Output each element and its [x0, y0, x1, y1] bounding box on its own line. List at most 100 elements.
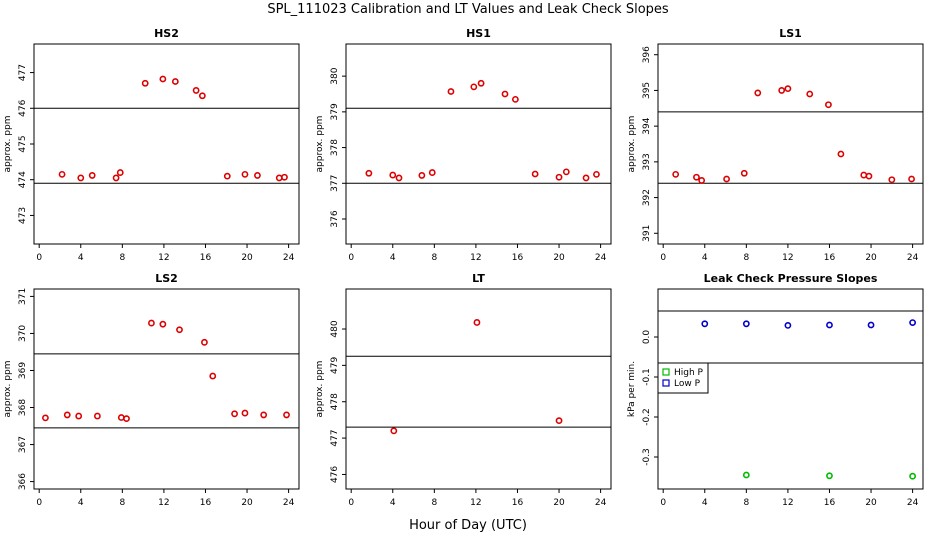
- x-tick-label: 0: [660, 253, 666, 263]
- x-tick-label: 20: [553, 498, 565, 508]
- data-point: [909, 472, 917, 480]
- x-tick-label: 4: [78, 253, 84, 263]
- data-point: [42, 414, 49, 422]
- data-point: [723, 175, 730, 183]
- data-point: [275, 174, 283, 182]
- y-tick-label: 476: [18, 99, 28, 116]
- data-point: [148, 319, 155, 327]
- y-tick-label: 478: [330, 393, 340, 410]
- x-tick-label: 0: [36, 253, 42, 263]
- y-tick-label: 378: [330, 139, 340, 156]
- data-point: [825, 101, 832, 109]
- figure-x-axis-label: Hour of Day (UTC): [409, 518, 527, 533]
- data-point: [223, 172, 231, 180]
- y-tick-label: 393: [642, 153, 652, 170]
- data-point: [418, 172, 426, 179]
- data-point: [390, 427, 398, 435]
- data-point: [698, 177, 706, 184]
- y-tick-label: -0.2: [642, 408, 652, 426]
- data-point: [837, 150, 845, 158]
- data-point: [171, 78, 179, 85]
- data-point: [281, 173, 288, 181]
- data-point: [742, 320, 750, 328]
- x-tick-label: 0: [348, 498, 354, 508]
- data-point: [826, 472, 833, 480]
- plot-frame: [33, 288, 300, 490]
- x-tick-label: 0: [660, 498, 666, 508]
- plot-frame: [345, 43, 612, 245]
- x-tick-label: 20: [553, 253, 565, 263]
- data-point: [555, 417, 563, 425]
- y-tick-label: 380: [330, 67, 340, 84]
- data-point: [395, 174, 403, 182]
- x-tick-label: 16: [200, 498, 212, 508]
- data-point: [501, 90, 509, 98]
- data-point: [701, 320, 709, 328]
- y-tick-label: 473: [18, 207, 28, 224]
- y-tick-label: 396: [642, 46, 652, 63]
- x-tick-label: 8: [119, 498, 125, 508]
- data-point: [260, 411, 268, 419]
- legend-label: Low P: [674, 379, 701, 389]
- y-tick-label: 479: [330, 357, 340, 374]
- data-point: [555, 173, 563, 181]
- y-tick-label: -0.1: [642, 368, 652, 386]
- panel-title: HS1: [466, 27, 491, 40]
- panel-title: HS2: [154, 27, 179, 40]
- data-point: [740, 169, 748, 177]
- data-point: [593, 170, 600, 178]
- data-point: [860, 171, 868, 179]
- panel-title: LT: [472, 272, 485, 285]
- data-point: [389, 171, 397, 179]
- x-tick-label: 8: [743, 253, 749, 263]
- x-tick-label: 4: [390, 253, 396, 263]
- y-tick-label: 476: [330, 466, 340, 483]
- data-point: [693, 173, 700, 181]
- data-point: [477, 79, 485, 87]
- data-point: [806, 90, 814, 98]
- x-tick-label: 0: [36, 498, 42, 508]
- y-tick-label: 474: [18, 171, 28, 188]
- panel-title: LS1: [779, 27, 802, 40]
- data-point: [241, 170, 249, 178]
- data-point: [562, 168, 570, 176]
- data-point: [231, 410, 238, 418]
- x-tick-label: 16: [512, 253, 524, 263]
- x-tick-label: 16: [512, 498, 524, 508]
- y-axis-label: approx. ppm: [315, 116, 325, 173]
- y-tick-label: 371: [18, 288, 28, 305]
- data-point: [159, 75, 167, 83]
- x-tick-label: 8: [743, 498, 749, 508]
- y-tick-label: 394: [642, 117, 652, 134]
- x-tick-label: 24: [283, 498, 295, 508]
- y-tick-label: 370: [18, 325, 28, 342]
- panel-title: Leak Check Pressure Slopes: [704, 272, 878, 285]
- data-point: [192, 87, 200, 94]
- data-point: [198, 92, 206, 100]
- x-tick-label: 20: [241, 498, 253, 508]
- y-tick-label: -0.3: [642, 448, 652, 466]
- data-point: [778, 87, 786, 94]
- x-tick-label: 12: [470, 498, 481, 508]
- x-tick-label: 8: [431, 498, 437, 508]
- y-axis-label: approx. ppm: [3, 116, 13, 173]
- data-point: [77, 174, 85, 182]
- data-point: [470, 83, 478, 91]
- data-point: [826, 321, 833, 329]
- data-point: [88, 172, 96, 179]
- data-point: [241, 409, 249, 417]
- figure-title: SPL_111023 Calibration and LT Values and…: [267, 2, 669, 17]
- data-point: [93, 412, 101, 420]
- data-point: [117, 414, 125, 421]
- y-axis-label: kPa per min.: [627, 361, 637, 417]
- data-point: [473, 319, 481, 326]
- data-point: [909, 319, 917, 326]
- data-point: [112, 174, 120, 182]
- y-tick-label: 366: [18, 473, 28, 490]
- x-tick-label: 4: [390, 498, 396, 508]
- y-tick-label: 391: [642, 225, 652, 242]
- data-point: [428, 169, 436, 176]
- x-tick-label: 20: [865, 498, 877, 508]
- legend-box: [657, 362, 709, 394]
- data-point: [159, 320, 167, 328]
